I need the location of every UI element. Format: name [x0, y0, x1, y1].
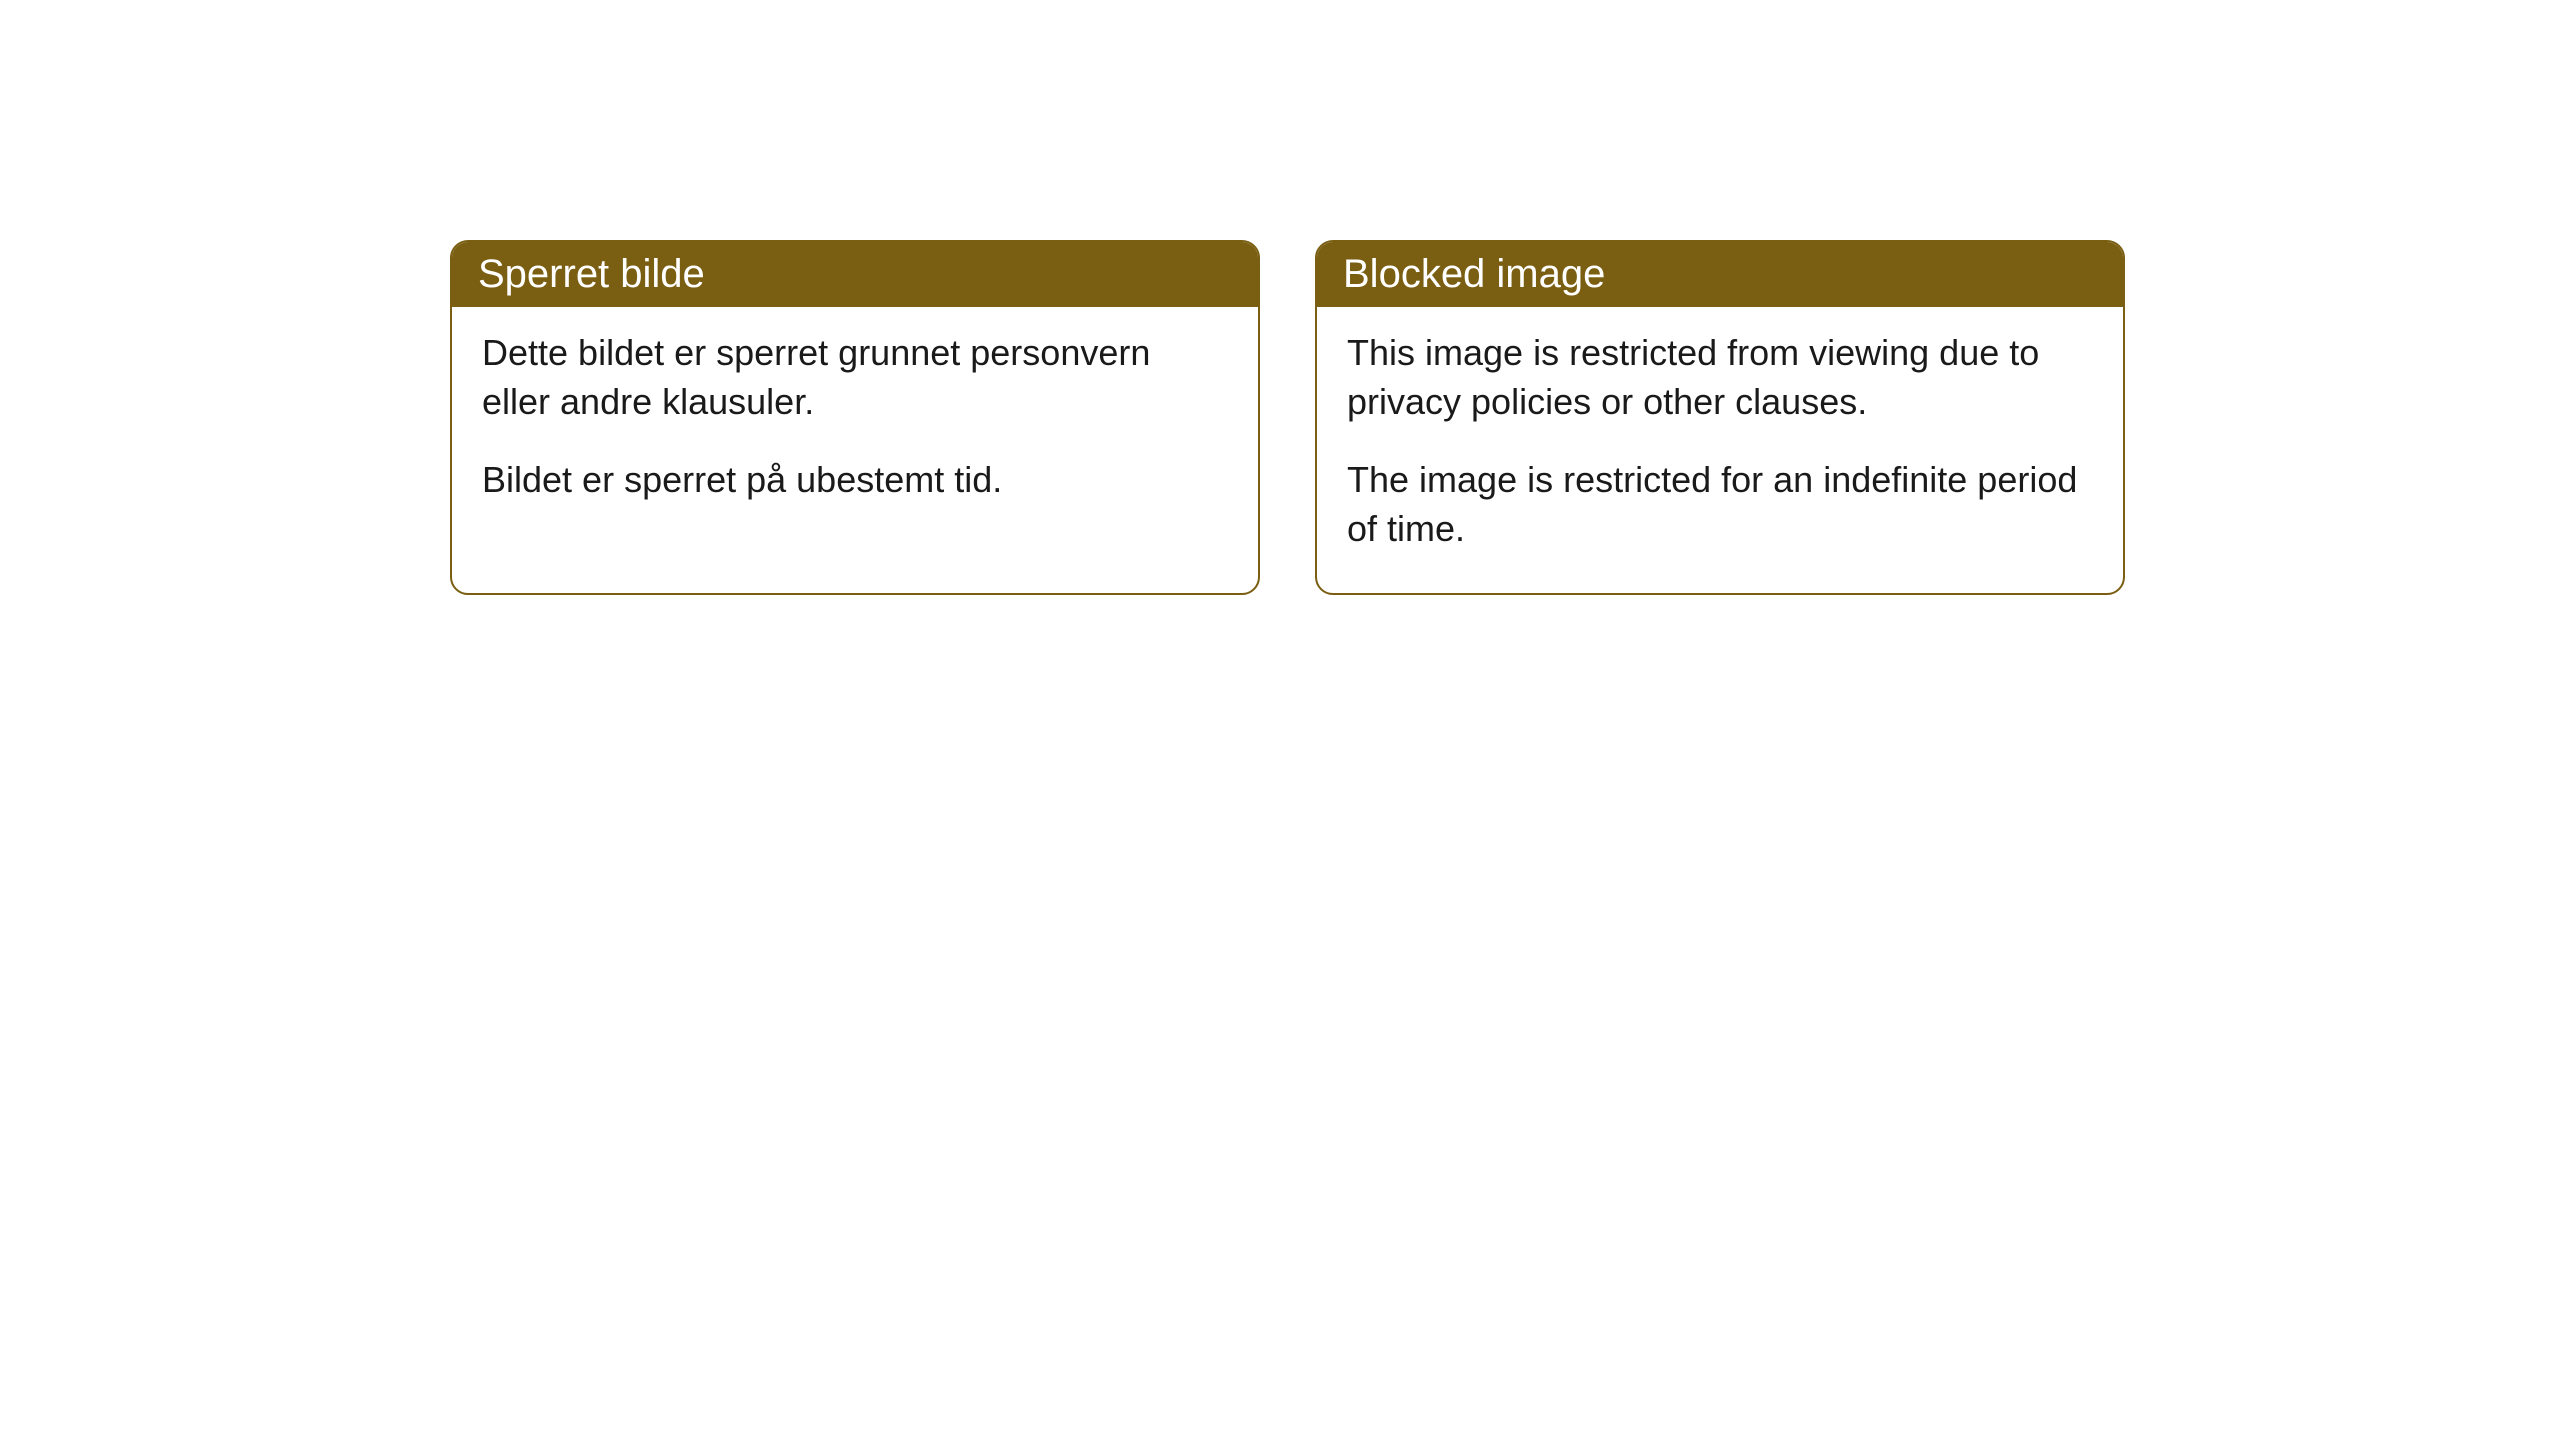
card-title: Blocked image	[1343, 252, 1605, 296]
card-body: This image is restricted from viewing du…	[1317, 307, 2123, 593]
blocked-image-card-norwegian: Sperret bilde Dette bildet er sperret gr…	[450, 240, 1260, 595]
card-paragraph: Dette bildet er sperret grunnet personve…	[482, 329, 1228, 426]
cards-container: Sperret bilde Dette bildet er sperret gr…	[450, 240, 2125, 595]
card-body: Dette bildet er sperret grunnet personve…	[452, 307, 1258, 545]
card-header: Blocked image	[1317, 242, 2123, 307]
card-paragraph: Bildet er sperret på ubestemt tid.	[482, 456, 1228, 505]
blocked-image-card-english: Blocked image This image is restricted f…	[1315, 240, 2125, 595]
card-paragraph: The image is restricted for an indefinit…	[1347, 456, 2093, 553]
card-paragraph: This image is restricted from viewing du…	[1347, 329, 2093, 426]
card-title: Sperret bilde	[478, 252, 705, 296]
card-header: Sperret bilde	[452, 242, 1258, 307]
